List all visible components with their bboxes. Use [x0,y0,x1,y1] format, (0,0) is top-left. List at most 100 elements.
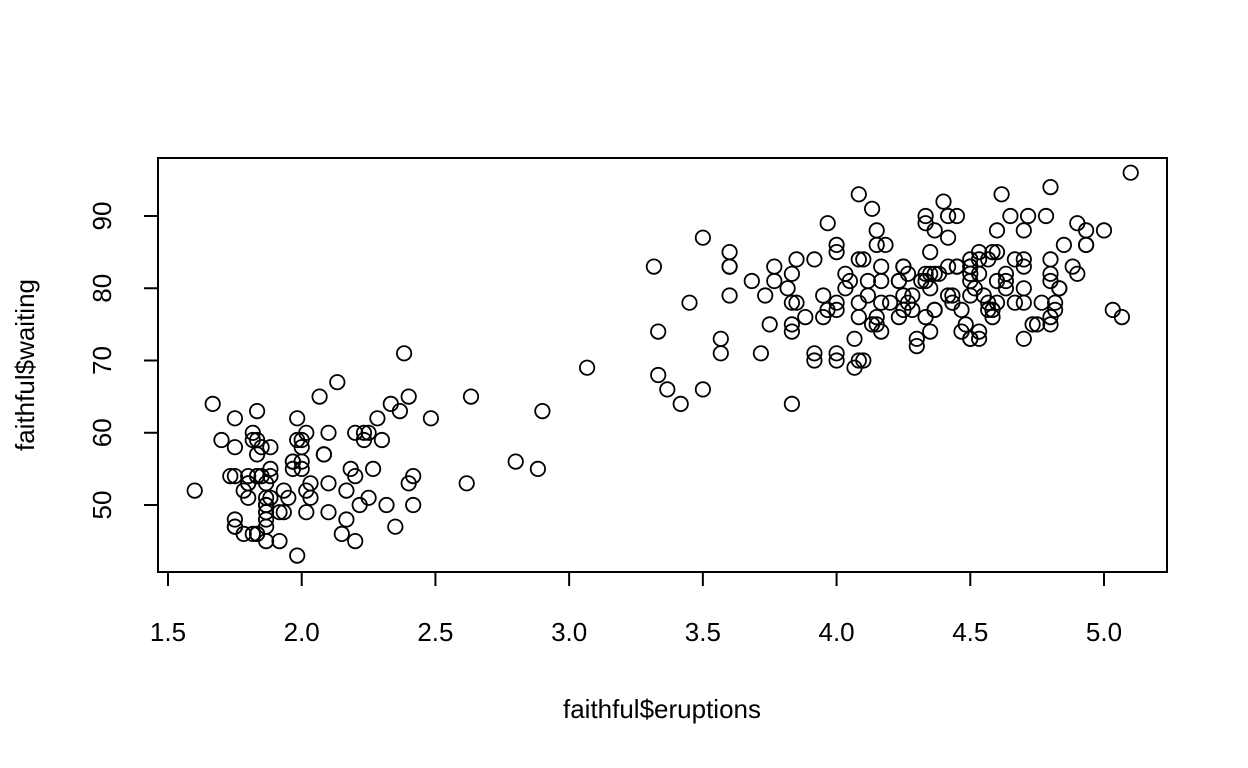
data-point [694,381,712,398]
y-axis: 50 60 70 80 90 [87,202,159,519]
data-point [908,330,925,347]
data-point [806,352,823,369]
data-point [271,532,288,550]
data-point [890,272,908,290]
data-point [1069,265,1086,282]
data-point [253,439,270,456]
data-point [815,287,832,304]
data-point [529,460,547,477]
data-point [850,186,867,203]
data-point [240,475,257,492]
data-point [249,402,266,420]
data-point [1006,251,1024,268]
data-point [993,186,1010,203]
data-point [257,504,275,521]
data-point [244,424,261,441]
data-point [275,482,292,499]
data-point [694,229,712,246]
data-point [855,251,872,268]
data-point [387,518,404,535]
y-tick-label: 90 [87,202,117,231]
data-point [877,236,894,253]
data-point [235,525,252,543]
data-point [944,287,961,304]
data-point [819,215,836,232]
data-point [289,547,306,564]
data-point [400,388,417,405]
data-point [806,345,823,362]
data-point [253,467,270,485]
data-point [873,258,890,275]
data-point [1078,222,1095,239]
data-point [1042,308,1059,326]
data-point [948,258,966,275]
data-point [846,330,863,347]
data-point [320,504,337,521]
y-axis-title: faithful$waiting [10,279,40,451]
data-point [752,345,770,362]
data-point [507,453,524,470]
data-point [988,294,1006,311]
data-point [721,287,738,304]
data-point [761,316,778,333]
data-point [997,272,1015,290]
data-point [1015,222,1032,239]
data-point [962,265,979,282]
data-point [939,207,957,225]
data-point [1042,251,1059,268]
x-tick-label: 3.0 [551,617,587,647]
data-point [1122,164,1139,181]
data-point [405,496,422,514]
data-point [364,460,382,477]
data-point [868,222,885,239]
data-point [984,308,1001,326]
data-point [873,294,890,311]
data-point [315,446,332,463]
data-point [783,294,801,311]
data-point [249,525,266,543]
x-axis: 1.5 2.0 2.5 3.0 3.5 4.0 4.5 5.0 [150,571,1122,647]
data-point [890,308,908,326]
data-point [1047,294,1064,311]
points-layer [186,164,1139,564]
data-point [226,511,243,528]
data-point [293,453,310,470]
data-point [797,308,814,326]
data-point [1042,179,1059,196]
data-point [650,323,667,340]
data-point [257,532,275,550]
data-point [458,475,475,492]
data-point [868,308,885,326]
data-point [895,258,912,275]
data-point [1078,236,1095,253]
data-point [1104,301,1121,318]
data-point [1024,316,1041,333]
data-point [841,272,859,290]
data-point [405,467,422,485]
x-tick-label: 5.0 [1086,617,1122,647]
data-point [743,272,760,290]
data-point [953,301,970,318]
data-point [302,489,319,506]
data-point [904,287,921,304]
data-point [908,337,925,355]
data-point [828,244,845,261]
data-point [1055,236,1073,253]
data-point [222,467,239,485]
data-point [275,504,292,521]
data-point [788,294,805,311]
data-point [850,251,867,268]
data-point [859,287,877,304]
data-point [289,410,306,427]
data-point [1015,280,1032,297]
data-point [868,236,885,253]
data-point [1002,207,1019,225]
data-point [347,532,364,550]
data-point [828,345,845,362]
data-point [659,381,676,398]
data-point [806,251,823,268]
data-point [917,265,934,282]
data-point [788,251,805,268]
data-point [1113,308,1131,326]
data-point [298,504,315,521]
